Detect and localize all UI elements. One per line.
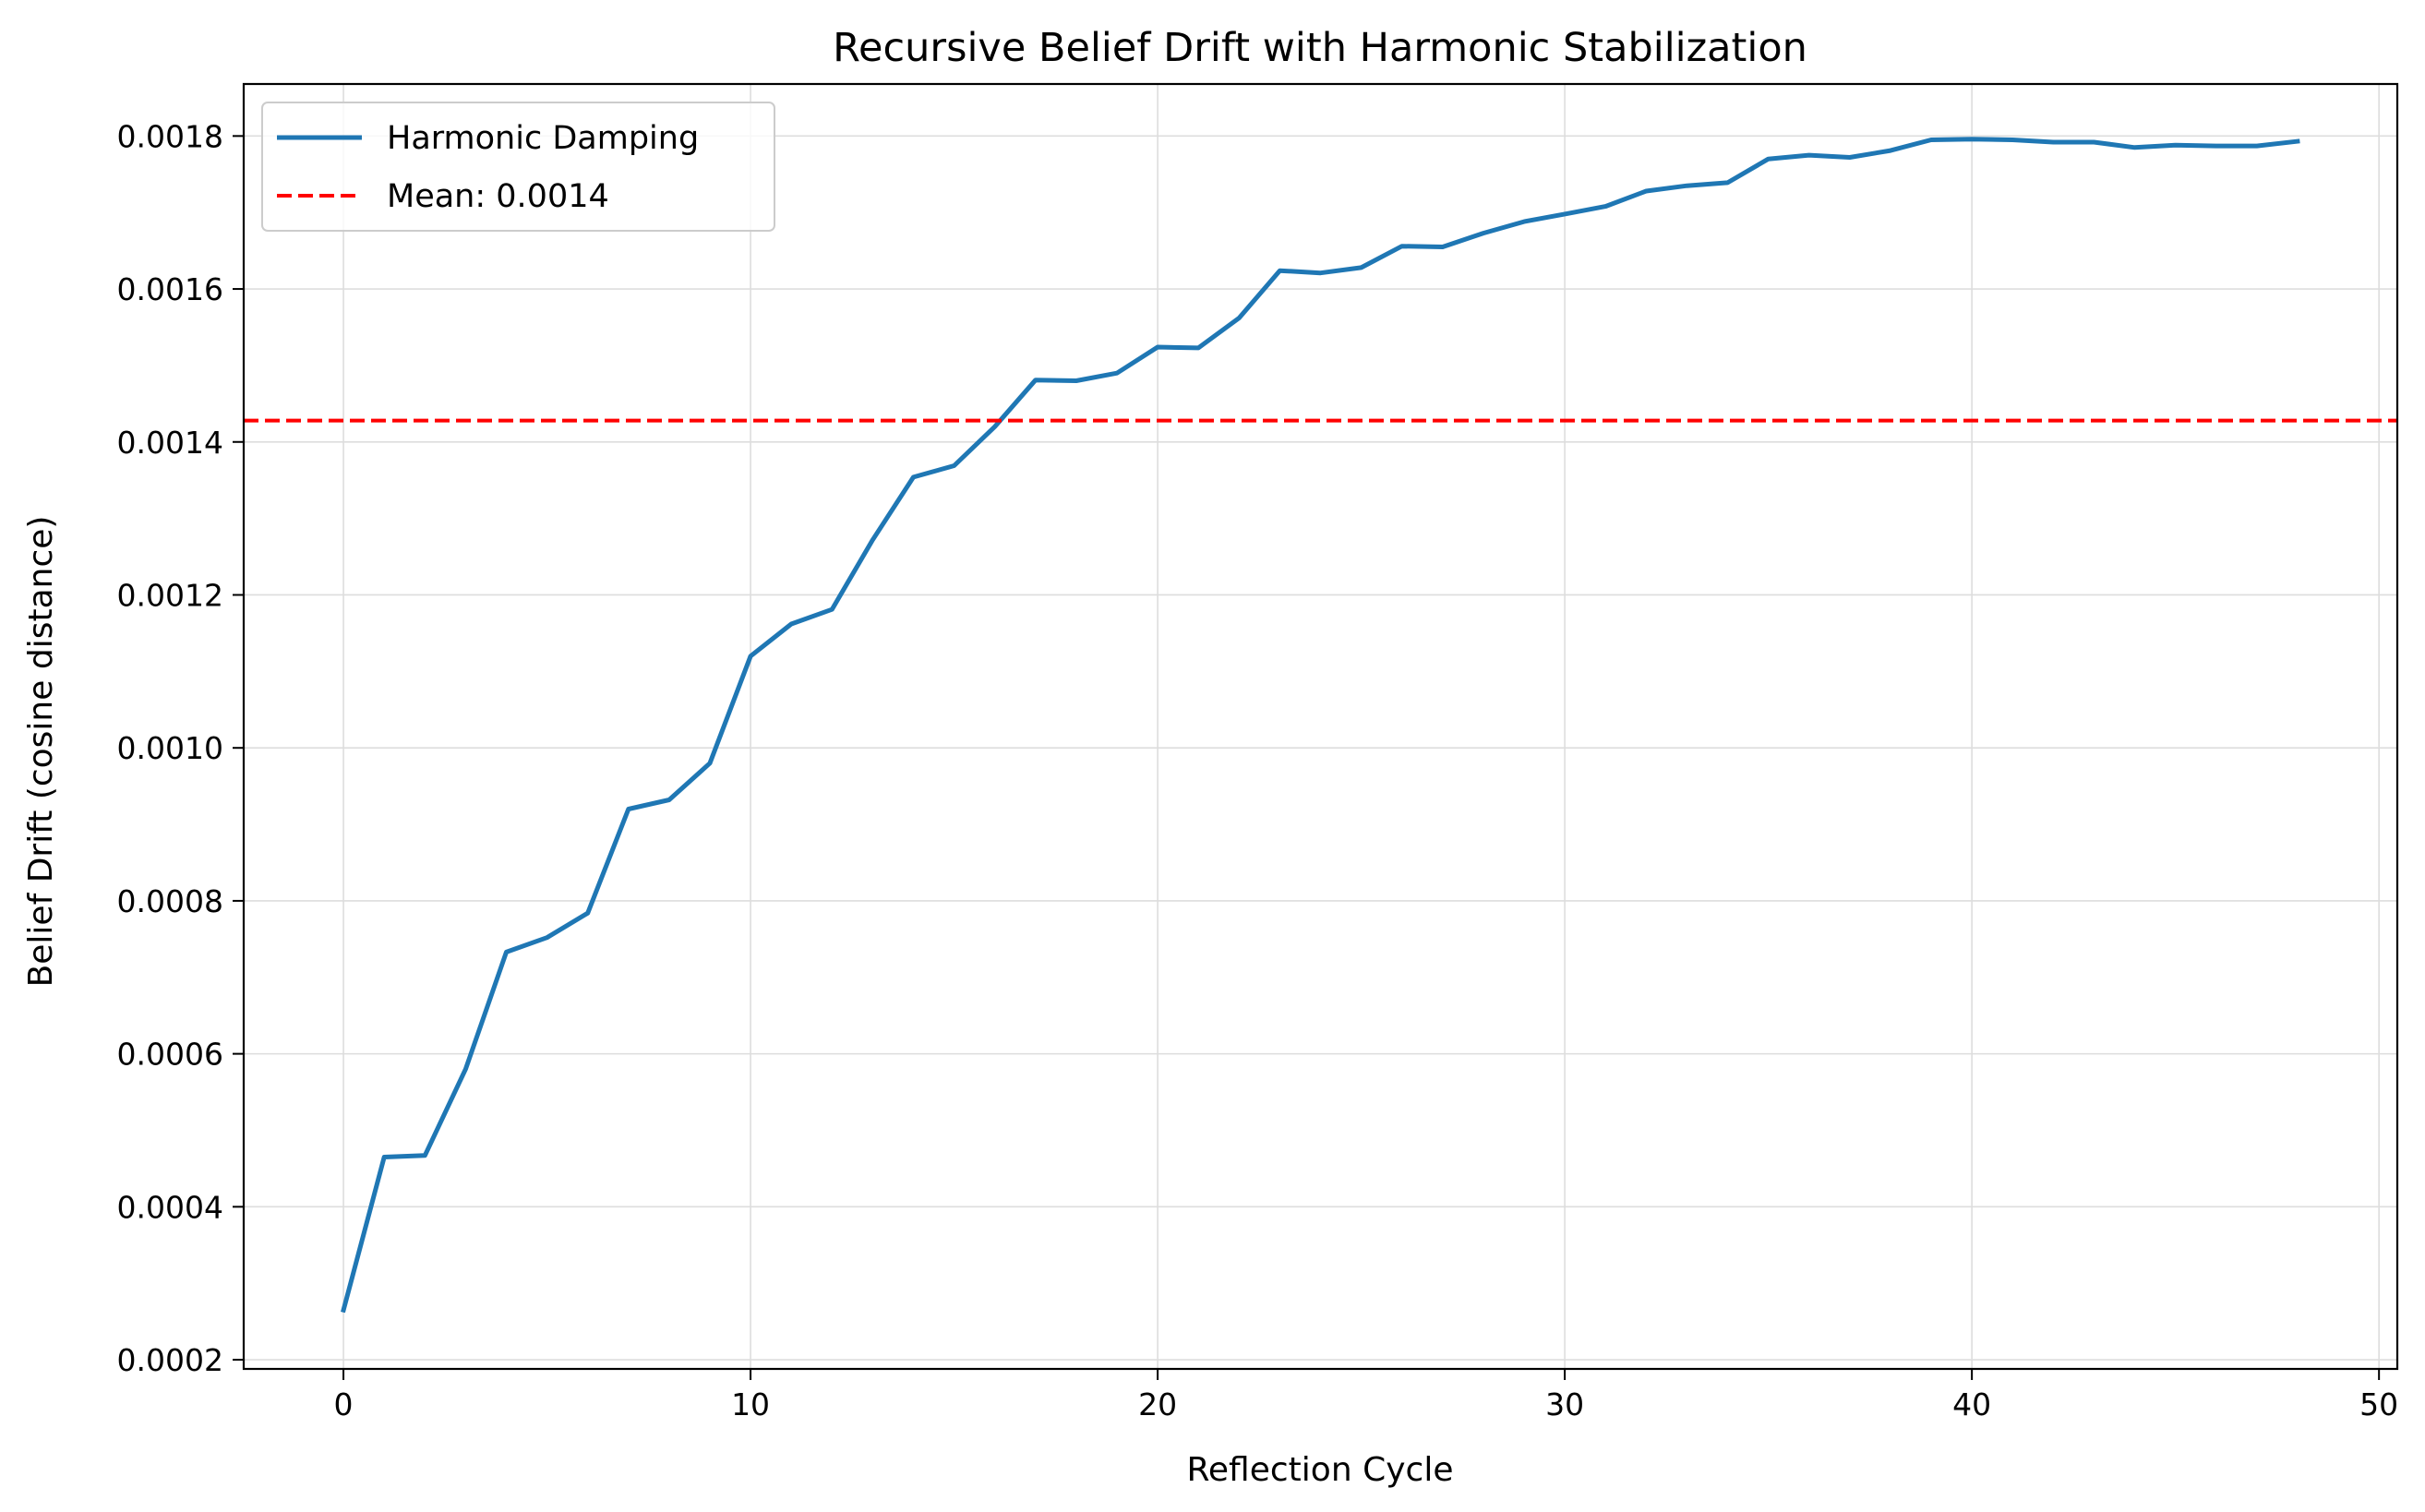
gridlines [244,84,2397,1369]
series-layer [244,137,2397,1314]
x-tick-label: 50 [2359,1386,2398,1422]
y-tick-label: 0.0016 [117,271,223,307]
y-axis-title: Belief Drift (cosine distance) [22,516,60,988]
x-tick-label: 40 [1952,1386,1991,1422]
y-tick-label: 0.0010 [117,730,223,766]
legend-box [261,102,775,232]
y-tick-label: 0.0006 [117,1037,223,1073]
x-tick-label: 0 [334,1386,354,1422]
axis-ticks: 0 10 20 30 40 50 0.0002 0.0004 0.0006 0.0008 0.001… [117,118,2399,1422]
x-tick-label: 10 [731,1386,770,1422]
harmonic-damping-line [341,137,2300,1314]
chart-title: Recursive Belief Drift with Harmonic Sta… [833,25,1807,71]
y-tick-label: 0.0018 [117,118,223,154]
y-tick-label: 0.0014 [117,425,223,461]
plot-frame [242,82,2399,1371]
legend-label-mean: Mean: 0.0014 [387,178,609,215]
x-axis-title: Reflection Cycle [1187,1451,1454,1489]
legend-label-harmonic-damping: Harmonic Damping [387,120,699,157]
x-tick-label: 20 [1138,1386,1177,1422]
x-tick-label: 30 [1545,1386,1584,1422]
y-tick-label: 0.0008 [117,883,223,919]
legend: Harmonic Damping Mean: 0.0014 [261,102,775,232]
y-tick-label: 0.0004 [117,1189,223,1225]
y-tick-label: 0.0012 [117,577,223,613]
y-tick-label: 0.0002 [117,1342,223,1378]
